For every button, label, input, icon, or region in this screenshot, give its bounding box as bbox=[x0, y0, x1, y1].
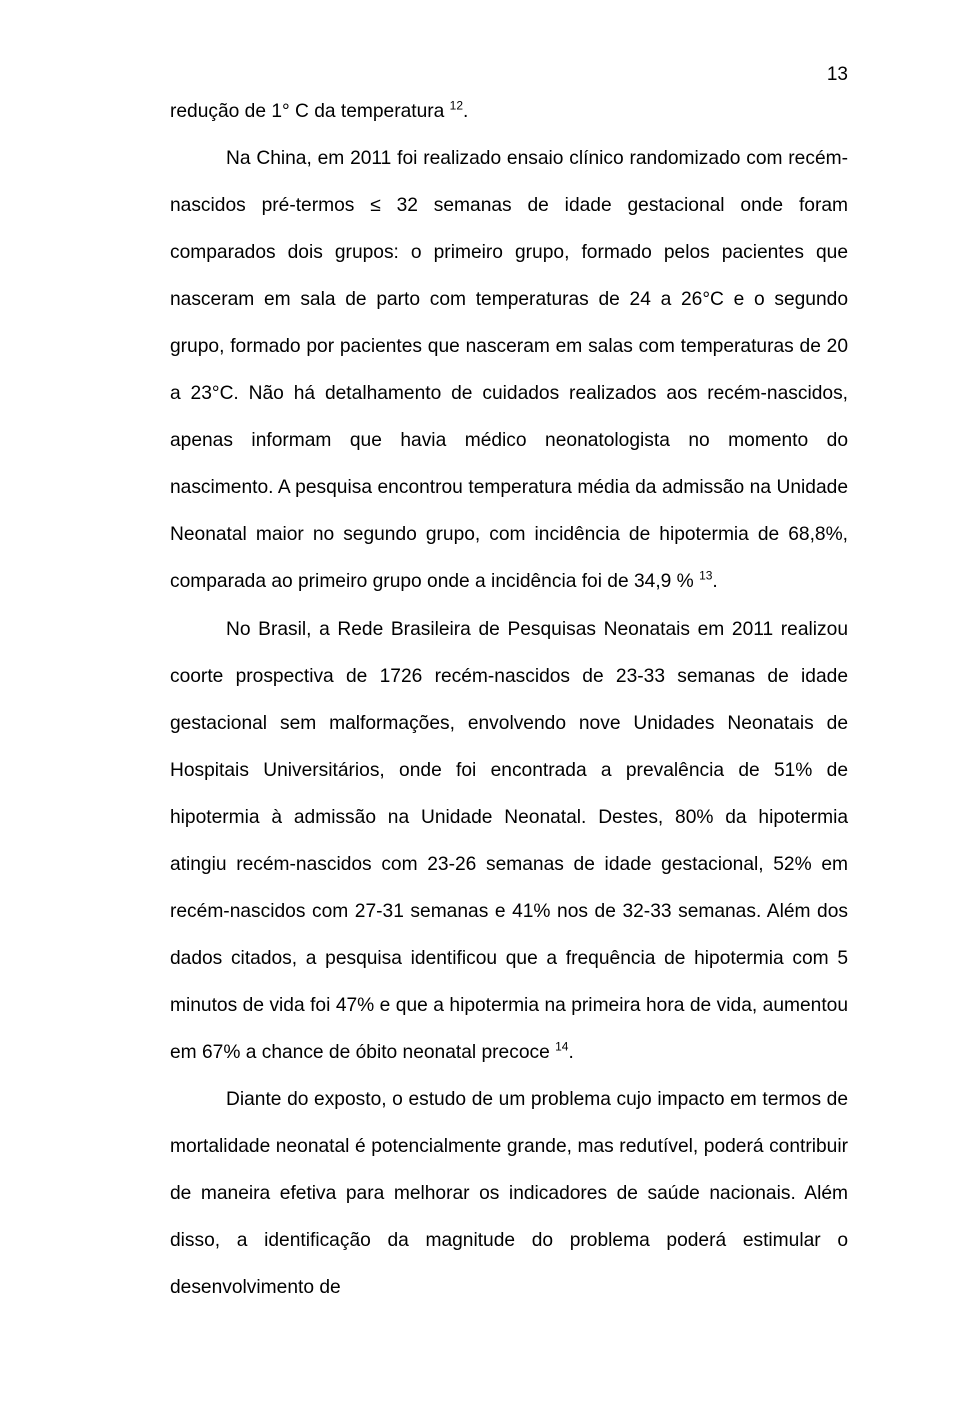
document-page: 13 redução de 1° C da temperatura 12. Na… bbox=[0, 0, 960, 1391]
citation-ref: 12 bbox=[450, 99, 463, 113]
citation-ref: 13 bbox=[699, 569, 712, 583]
paragraph-2: Na China, em 2011 foi realizado ensaio c… bbox=[170, 135, 848, 605]
citation-ref: 14 bbox=[555, 1040, 568, 1054]
paragraph-4: Diante do exposto, o estudo de um proble… bbox=[170, 1076, 848, 1311]
paragraph-3: No Brasil, a Rede Brasileira de Pesquisa… bbox=[170, 606, 848, 1076]
page-number: 13 bbox=[827, 64, 848, 86]
paragraph-1: redução de 1° C da temperatura 12. bbox=[170, 88, 848, 135]
